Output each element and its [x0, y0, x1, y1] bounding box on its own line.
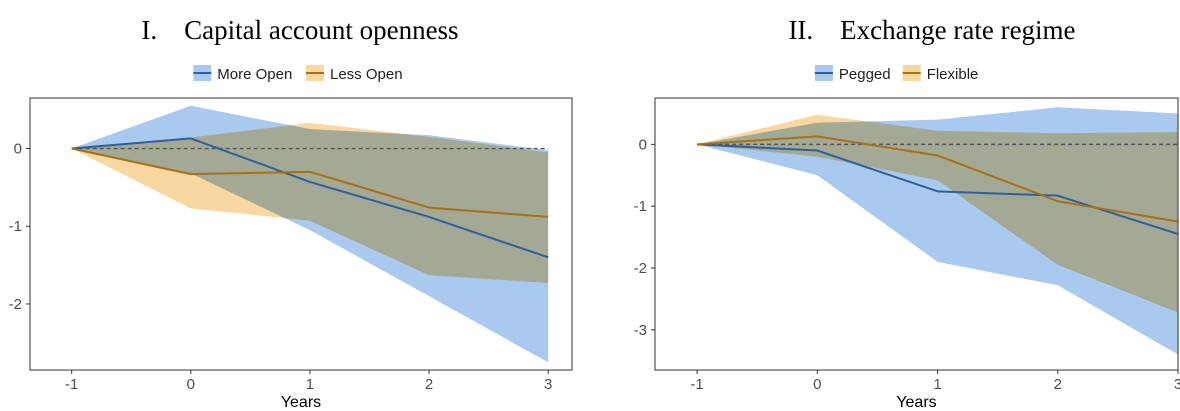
- series-line-less-open: [71, 147, 549, 218]
- y-tick-label: 0: [639, 136, 647, 153]
- x-tick-label: 2: [1054, 376, 1062, 393]
- plot-border: [654, 97, 1179, 371]
- plot-border: [29, 97, 573, 371]
- y-tick-label: -1: [9, 218, 22, 235]
- x-tick-label: 3: [1174, 376, 1180, 393]
- x-tick-label: 3: [544, 376, 552, 393]
- legend-item-flexible: Flexible: [902, 65, 979, 83]
- legend-label: Pegged: [839, 66, 891, 83]
- x-tick-label: 2: [425, 376, 433, 393]
- panel-title: II. Exchange rate regime: [788, 15, 1075, 45]
- x-tick-label: 0: [813, 376, 821, 393]
- y-tick-label: -3: [634, 322, 647, 339]
- legend: More Open Less Open: [193, 65, 403, 83]
- y-tick-label: -2: [9, 296, 22, 313]
- y-tick-label: -2: [634, 260, 647, 277]
- plot-area: [697, 107, 1178, 355]
- confidence-band-1: [697, 114, 1178, 313]
- x-axis-title: Years: [896, 394, 936, 411]
- panel-capital-account-openness: I. Capital account openness More Open Less…: [9, 15, 573, 411]
- x-tick-label: -1: [65, 376, 78, 393]
- y-tick-label: 0: [14, 141, 22, 158]
- legend-label: Less Open: [330, 66, 403, 83]
- series-line-flexible: [697, 135, 1178, 223]
- legend-item-more-open: More Open: [193, 65, 292, 83]
- legend-item-pegged: Pegged: [814, 65, 891, 83]
- x-tick-label: 0: [187, 376, 195, 393]
- panel-exchange-rate-regime: II. Exchange rate regime Pegged Flexible 0 -…: [634, 15, 1180, 411]
- x-tick-label: 1: [933, 376, 941, 393]
- series-line-more-open: [71, 137, 549, 259]
- x-axis-title: Years: [281, 394, 321, 411]
- legend-label: More Open: [217, 66, 292, 83]
- legend-label: Flexible: [927, 66, 979, 83]
- y-tick-label: -1: [634, 198, 647, 215]
- legend-item-less-open: Less Open: [306, 65, 403, 83]
- legend: Pegged Flexible: [814, 65, 979, 83]
- plot-area: [71, 105, 549, 363]
- x-tick-label: -1: [690, 376, 703, 393]
- confidence-band-1: [71, 122, 549, 283]
- panel-title: I. Capital account openness: [141, 15, 458, 45]
- x-tick-label: 1: [306, 376, 314, 393]
